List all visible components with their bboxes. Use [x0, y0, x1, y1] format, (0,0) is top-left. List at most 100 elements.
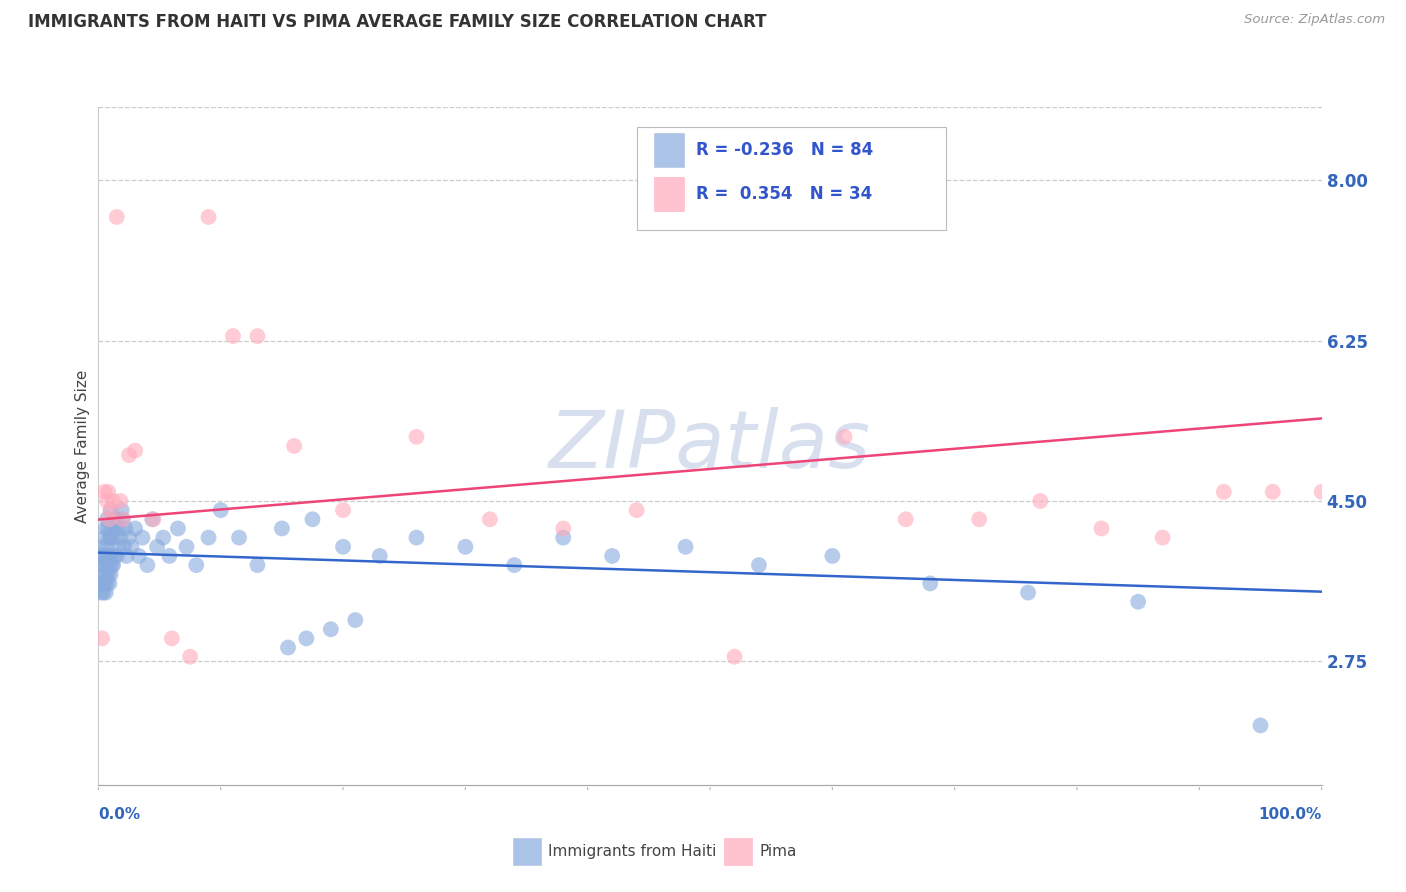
Point	[98, 531, 121, 545]
Point	[967, 512, 990, 526]
Point	[1017, 585, 1039, 599]
Point	[93, 558, 115, 573]
Point	[90, 549, 112, 563]
Point	[301, 512, 323, 526]
Point	[115, 549, 138, 563]
Point	[176, 540, 198, 554]
Point	[97, 484, 120, 499]
Point	[1261, 484, 1284, 499]
Point	[108, 521, 131, 535]
Point	[96, 512, 118, 526]
Point	[920, 576, 942, 591]
Point	[157, 549, 180, 563]
Point	[454, 540, 477, 554]
Point	[94, 585, 117, 599]
Point	[503, 558, 526, 573]
Point	[104, 521, 127, 535]
Point	[101, 558, 124, 573]
Point	[91, 567, 114, 582]
Point	[103, 512, 125, 526]
Point	[197, 531, 219, 545]
Point	[124, 521, 146, 535]
Point	[228, 531, 250, 545]
Point	[101, 521, 124, 535]
Point	[100, 503, 122, 517]
Point	[146, 540, 169, 554]
Point	[368, 549, 391, 563]
Point	[101, 494, 124, 508]
Text: IMMIGRANTS FROM HAITI VS PIMA AVERAGE FAMILY SIZE CORRELATION CHART: IMMIGRANTS FROM HAITI VS PIMA AVERAGE FA…	[28, 13, 766, 31]
Point	[101, 531, 124, 545]
Point	[112, 540, 135, 554]
Point	[91, 558, 114, 573]
Point	[91, 632, 114, 646]
Point	[277, 640, 299, 655]
Point	[93, 531, 115, 545]
Point	[118, 448, 141, 462]
Point	[100, 567, 122, 582]
Point	[1152, 531, 1174, 545]
Point	[118, 531, 141, 545]
Text: 0.0%: 0.0%	[98, 807, 141, 822]
Point	[1090, 521, 1112, 535]
Point	[152, 531, 174, 545]
Point	[1310, 484, 1333, 499]
Point	[626, 503, 648, 517]
Text: Immigrants from Haiti: Immigrants from Haiti	[548, 845, 717, 859]
Point	[1249, 718, 1271, 732]
Point	[319, 622, 342, 636]
Point	[1128, 595, 1150, 609]
Point	[553, 531, 575, 545]
Text: Pima: Pima	[759, 845, 797, 859]
Point	[101, 558, 124, 573]
Point	[91, 540, 114, 554]
Point	[98, 558, 121, 573]
Point	[167, 521, 190, 535]
Point	[821, 549, 844, 563]
Point	[1029, 494, 1052, 508]
Point	[110, 494, 132, 508]
Point	[96, 494, 118, 508]
Text: Source: ZipAtlas.com: Source: ZipAtlas.com	[1244, 13, 1385, 27]
Point	[723, 649, 745, 664]
Point	[600, 549, 623, 563]
Point	[246, 558, 269, 573]
Point	[94, 549, 117, 563]
Point	[675, 540, 697, 554]
Point	[105, 210, 128, 224]
Point	[478, 512, 501, 526]
Point	[111, 512, 134, 526]
Point	[332, 540, 354, 554]
Point	[110, 531, 132, 545]
Point	[94, 567, 117, 582]
Point	[111, 503, 134, 517]
Point	[834, 430, 856, 444]
Point	[553, 521, 575, 535]
Point	[295, 632, 318, 646]
Point	[98, 576, 121, 591]
Point	[128, 549, 150, 563]
Point	[142, 512, 165, 526]
Point	[91, 549, 114, 563]
Point	[107, 540, 129, 554]
Point	[93, 484, 115, 499]
Point	[100, 549, 122, 563]
Point	[103, 549, 125, 563]
Point	[283, 439, 305, 453]
Point	[98, 512, 121, 526]
Point	[344, 613, 367, 627]
Point	[105, 512, 128, 526]
Point	[97, 521, 120, 535]
Y-axis label: Average Family Size: Average Family Size	[75, 369, 90, 523]
Point	[179, 649, 201, 664]
Point	[91, 576, 114, 591]
Point	[111, 512, 134, 526]
Point	[105, 549, 128, 563]
Point	[120, 540, 142, 554]
Point	[894, 512, 917, 526]
Point	[96, 558, 118, 573]
Point	[141, 512, 163, 526]
Text: 100.0%: 100.0%	[1258, 807, 1322, 822]
Point	[332, 503, 354, 517]
Point	[209, 503, 232, 517]
